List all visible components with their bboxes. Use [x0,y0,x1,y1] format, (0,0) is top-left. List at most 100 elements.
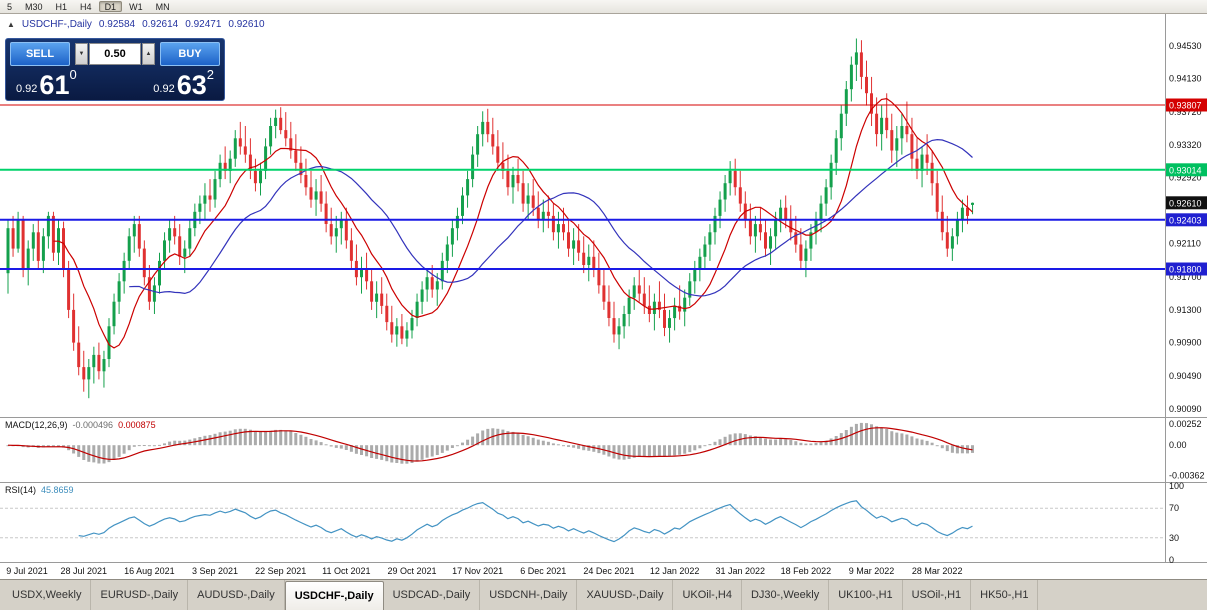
chart-tab[interactable]: UK100-,H1 [829,580,903,610]
candle-body [213,179,217,200]
bid-price-display: 0.92 61 0 [16,66,77,99]
candle-body [728,170,732,184]
candle-body [870,93,873,114]
candle-body [880,117,884,135]
candle-body [208,195,212,200]
candle-body [627,297,631,314]
macd-histogram-bar [657,445,661,456]
macd-histogram-bar [77,445,81,457]
sell-button[interactable]: SELL [10,42,70,66]
chart-tab[interactable]: EURUSD-,Daily [91,580,189,610]
macd-histogram-bar [960,445,964,454]
candle-body [587,256,591,265]
volume-increase-button[interactable]: ▲ [142,43,155,65]
trade-panel-collapse-icon[interactable]: ▲ [7,20,15,29]
macd-histogram-bar [945,445,949,452]
macd-histogram-bar [385,445,389,462]
candle-body [496,146,500,163]
candle-body [410,318,414,331]
moving-average-line [53,97,973,349]
macd-histogram-bar [395,445,399,463]
macd-scale-label: -0.00362 [1169,470,1205,480]
candle-body [663,309,666,328]
macd-histogram-bar [405,445,409,464]
date-label: 29 Oct 2021 [387,566,437,576]
ask-price-display: 0.92 63 2 [153,66,214,99]
macd-histogram-bar [950,445,954,453]
macd-histogram-bar [577,445,581,449]
candle-body [117,281,121,302]
candle-body [36,232,40,261]
timeframe-toolbar: 5 M30 H1 H4 D1 W1 MN [0,0,1207,14]
macd-histogram-bar [839,433,843,446]
volume-decrease-button[interactable]: ▼ [75,43,88,65]
candle-body [269,126,273,147]
macd-histogram-bar [627,445,631,459]
candle-body [97,354,101,372]
price-scale-label: 0.94130 [1169,74,1202,84]
macd-histogram-bar [137,445,141,447]
chart-tab[interactable]: AUDUSD-,Daily [188,580,285,610]
candle-body [370,281,374,302]
macd-histogram-bar [829,438,833,446]
chart-tab[interactable]: USDX,Weekly [3,580,92,610]
candle-body [72,309,76,343]
timeframe-button-M30[interactable]: M30 [19,1,49,12]
candle-body [875,113,879,135]
macd-histogram-bar [435,445,439,455]
timeframe-button-H1[interactable]: H1 [50,1,74,12]
volume-stepper: ▼ ▲ [72,42,158,66]
timeframe-button-MN[interactable]: MN [150,1,176,12]
candle-body [607,301,611,318]
macd-histogram-bar [57,445,60,447]
macd-histogram-bar [647,445,651,457]
candle-body [203,195,207,204]
macd-histogram-bar [753,436,757,446]
price-scale-label: 0.92920 [1169,173,1202,183]
macd-histogram-bar [930,442,934,446]
volume-input[interactable] [89,43,141,65]
macd-histogram-bar [380,445,384,460]
chart-tab[interactable]: HK50-,H1 [971,580,1039,610]
chart-tab[interactable]: DJ30-,Weekly [742,580,830,610]
candle-body [501,162,505,171]
candle-body [834,138,838,163]
chart-tab[interactable]: USOil-,H1 [903,580,972,610]
chart-tab[interactable]: USDCNH-,Daily [480,580,578,610]
macd-histogram-bar [764,438,767,446]
candle-body [400,326,404,339]
candle-body [511,175,515,188]
rsi-line [78,500,973,543]
chart-tab[interactable]: USDCAD-,Daily [384,580,481,610]
macd-histogram-bar [117,445,121,457]
chart-ohlc-header: ▲ USDCHF-,Daily 0.92584 0.92614 0.92471 … [7,19,265,30]
buy-button[interactable]: BUY [160,42,220,66]
macd-histogram-bar [375,445,379,459]
macd-histogram-bar [885,429,889,446]
macd-histogram-bar [536,439,540,446]
chart-tab[interactable]: UKOil-,H4 [673,580,742,610]
price-chart-canvas[interactable]: 0.945300.941300.937200.933200.929200.921… [0,14,1207,563]
chart-tab[interactable]: XAUUSD-,Daily [577,580,674,610]
chart-tab[interactable]: USDCHF-,Daily [284,581,384,610]
macd-histogram-bar [349,445,353,452]
candle-body [380,293,384,306]
macd-histogram-bar [799,442,803,446]
macd-histogram-bar [274,429,278,446]
candle-body [314,191,318,200]
timeframe-button-W1[interactable]: W1 [123,1,149,12]
candle-body [279,117,283,131]
macd-histogram-bar [87,445,91,462]
timeframe-button-5[interactable]: 5 [1,1,18,12]
timeframe-button-H4[interactable]: H4 [74,1,98,12]
time-axis[interactable]: 9 Jul 2021 28 Jul 2021 16 Aug 2021 3 Sep 20… [0,563,1165,579]
timeframe-button-D1[interactable]: D1 [98,1,123,12]
macd-histogram-bar [304,436,308,446]
macd-histogram-bar [663,445,666,457]
rsi-scale-label: 0 [1169,555,1174,563]
candle-body [481,121,485,135]
macd-histogram-bar [158,444,161,446]
macd-histogram-bar [870,424,873,446]
macd-histogram-bar [824,440,828,446]
candle-body [238,138,242,147]
